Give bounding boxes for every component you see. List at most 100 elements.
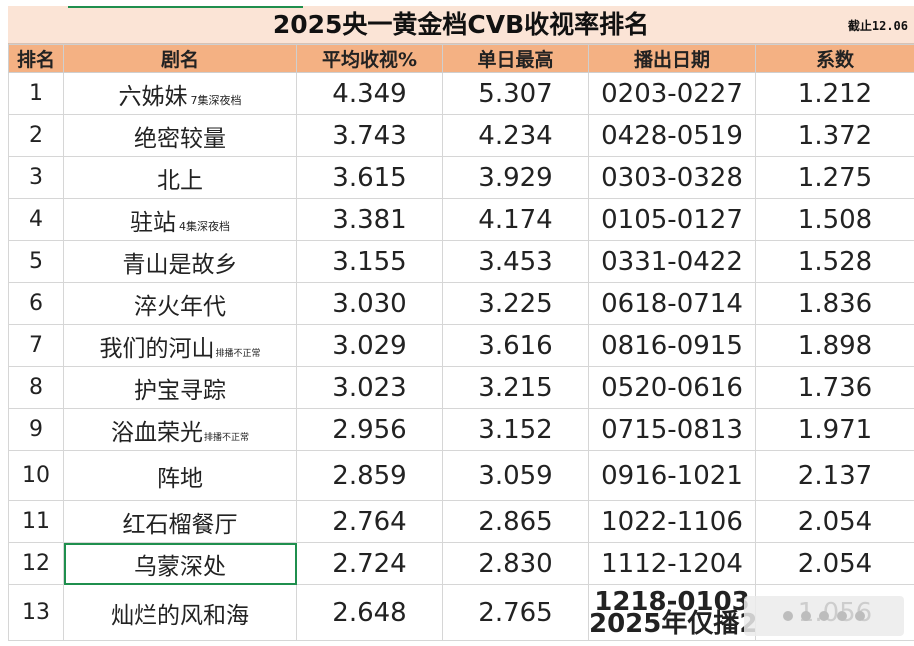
cell-title[interactable]: 青山是故乡 <box>63 240 297 283</box>
drama-name: 乌蒙深处 <box>134 553 226 580</box>
col-header-dates[interactable]: 播出日期 <box>588 44 756 73</box>
cell-title[interactable]: 浴血荣光排播不正常 <box>63 408 297 451</box>
col-header-avg[interactable]: 平均收视% <box>296 44 443 73</box>
cell-rank[interactable]: 11 <box>8 500 64 543</box>
cell-rank[interactable]: 6 <box>8 282 64 325</box>
cell-air-dates[interactable]: 0816-0915 <box>588 324 756 367</box>
cell-avg-rating[interactable]: 2.724 <box>296 542 443 585</box>
cell-air-dates[interactable]: 1112-1204 <box>588 542 756 585</box>
cell-air-dates[interactable]: 0520-0616 <box>588 366 756 409</box>
cell-coefficient[interactable]: 2.054 <box>755 542 914 585</box>
cell-coefficient[interactable]: 1.898 <box>755 324 914 367</box>
cell-rank[interactable]: 10 <box>8 450 64 501</box>
cell-title[interactable]: 灿烂的风和海 <box>63 584 297 641</box>
cell-coefficient[interactable]: 1.528 <box>755 240 914 283</box>
cell-rank[interactable]: 8 <box>8 366 64 409</box>
cell-air-dates[interactable]: 0916-1021 <box>588 450 756 501</box>
cell-rank[interactable]: 9 <box>8 408 64 451</box>
cell-title[interactable]: 驻站 4集深夜档 <box>63 198 297 241</box>
cell-peak-rating[interactable]: 3.616 <box>442 324 589 367</box>
cell-coefficient[interactable]: 1.275 <box>755 156 914 199</box>
cell-avg-rating[interactable]: 3.381 <box>296 198 443 241</box>
cell-peak-rating[interactable]: 3.929 <box>442 156 589 199</box>
col-header-rank[interactable]: 排名 <box>8 44 64 73</box>
table-row: 8 护宝寻踪 3.023 3.215 0520-0616 1.736 <box>8 366 914 409</box>
cell-coefficient[interactable]: 1.372 <box>755 114 914 157</box>
cell-avg-rating[interactable]: 3.155 <box>296 240 443 283</box>
cell-title[interactable]: 阵地 <box>63 450 297 501</box>
col-header-peak[interactable]: 单日最高 <box>442 44 589 73</box>
cell-air-dates[interactable]: 0303-0328 <box>588 156 756 199</box>
cell-avg-rating[interactable]: 3.030 <box>296 282 443 325</box>
cell-peak-rating[interactable]: 3.453 <box>442 240 589 283</box>
cell-avg-rating[interactable]: 2.956 <box>296 408 443 451</box>
cell-rank[interactable]: 3 <box>8 156 64 199</box>
cell-avg-rating[interactable]: 3.023 <box>296 366 443 409</box>
cell-air-dates[interactable]: 1022-1106 <box>588 500 756 543</box>
cell-title[interactable]: 北上 <box>63 156 297 199</box>
air-dates-note: 2025年仅播2天 <box>589 608 755 639</box>
table-row: 7 我们的河山排播不正常 3.029 3.616 0816-0915 1.898 <box>8 324 914 367</box>
cell-coefficient[interactable]: 1.836 <box>755 282 914 325</box>
cell-rank[interactable]: 4 <box>8 198 64 241</box>
cell-air-dates[interactable]: 0428-0519 <box>588 114 756 157</box>
cell-peak-rating[interactable]: 3.152 <box>442 408 589 451</box>
drama-note: 排播不正常 <box>203 432 249 443</box>
cell-title[interactable]: 六姊妹 7集深夜档 <box>63 72 297 115</box>
cell-avg-rating[interactable]: 4.349 <box>296 72 443 115</box>
cell-peak-rating[interactable]: 2.765 <box>442 584 589 641</box>
cell-title[interactable]: 乌蒙深处 <box>63 542 297 585</box>
cell-coefficient[interactable]: 2.137 <box>755 450 914 501</box>
cell-peak-rating[interactable]: 2.865 <box>442 500 589 543</box>
table-row: 3 北上 3.615 3.929 0303-0328 1.275 <box>8 156 914 199</box>
cell-title[interactable]: 我们的河山排播不正常 <box>63 324 297 367</box>
cell-rank[interactable]: 7 <box>8 324 64 367</box>
cell-air-dates[interactable]: 0331-0422 <box>588 240 756 283</box>
cell-rank[interactable]: 12 <box>8 542 64 585</box>
cell-air-dates[interactable]: 1218-01032025年仅播2天 <box>588 584 756 641</box>
ratings-table: 排名 剧名 平均收视% 单日最高 播出日期 系数 1 六姊妹 7集深夜档 4.349 5… <box>8 44 914 641</box>
title-row: 2025央一黄金档CVB收视率排名 截止12.06 <box>8 6 914 44</box>
cell-air-dates[interactable]: 0203-0227 <box>588 72 756 115</box>
cell-peak-rating[interactable]: 3.215 <box>442 366 589 409</box>
cell-title[interactable]: 护宝寻踪 <box>63 366 297 409</box>
cell-peak-rating[interactable]: 4.234 <box>442 114 589 157</box>
table-row: 6 淬火年代 3.030 3.225 0618-0714 1.836 <box>8 282 914 325</box>
cell-rank[interactable]: 5 <box>8 240 64 283</box>
cell-rank[interactable]: 2 <box>8 114 64 157</box>
cell-peak-rating[interactable]: 2.830 <box>442 542 589 585</box>
table-row: 1 六姊妹 7集深夜档 4.349 5.307 0203-0227 1.212 <box>8 72 914 115</box>
cell-rank[interactable]: 13 <box>8 584 64 641</box>
cell-avg-rating[interactable]: 2.764 <box>296 500 443 543</box>
drama-note: 4集深夜档 <box>179 219 230 233</box>
cell-rank[interactable]: 1 <box>8 72 64 115</box>
cell-peak-rating[interactable]: 3.225 <box>442 282 589 325</box>
cell-coefficient[interactable]: 1.736 <box>755 366 914 409</box>
cell-avg-rating[interactable]: 2.648 <box>296 584 443 641</box>
cell-avg-rating[interactable]: 3.029 <box>296 324 443 367</box>
drama-name: 红石榴餐厅 <box>122 511 238 538</box>
cell-peak-rating[interactable]: 5.307 <box>442 72 589 115</box>
cell-peak-rating[interactable]: 4.174 <box>442 198 589 241</box>
drama-name: 驻站 <box>130 209 176 236</box>
cell-title[interactable]: 红石榴餐厅 <box>63 500 297 543</box>
cell-coefficient[interactable]: 1.508 <box>755 198 914 241</box>
cell-avg-rating[interactable]: 2.859 <box>296 450 443 501</box>
table-row: 11 红石榴餐厅 2.764 2.865 1022-1106 2.054 <box>8 500 914 543</box>
cell-coefficient[interactable]: 1.971 <box>755 408 914 451</box>
col-header-title[interactable]: 剧名 <box>63 44 297 73</box>
cell-peak-rating[interactable]: 3.059 <box>442 450 589 501</box>
cell-air-dates[interactable]: 0715-0813 <box>588 408 756 451</box>
cell-coefficient[interactable]: 1.212 <box>755 72 914 115</box>
col-header-coef[interactable]: 系数 <box>755 44 914 73</box>
drama-name: 灿烂的风和海 <box>111 602 249 629</box>
cell-air-dates[interactable]: 0105-0127 <box>588 198 756 241</box>
cell-avg-rating[interactable]: 3.615 <box>296 156 443 199</box>
watermark-dot-icon <box>801 611 811 621</box>
cell-title[interactable]: 淬火年代 <box>63 282 297 325</box>
cell-air-dates[interactable]: 0618-0714 <box>588 282 756 325</box>
cell-coefficient[interactable]: 2.054 <box>755 500 914 543</box>
cell-title[interactable]: 绝密较量 <box>63 114 297 157</box>
header-row: 排名 剧名 平均收视% 单日最高 播出日期 系数 <box>8 44 914 73</box>
cell-avg-rating[interactable]: 3.743 <box>296 114 443 157</box>
